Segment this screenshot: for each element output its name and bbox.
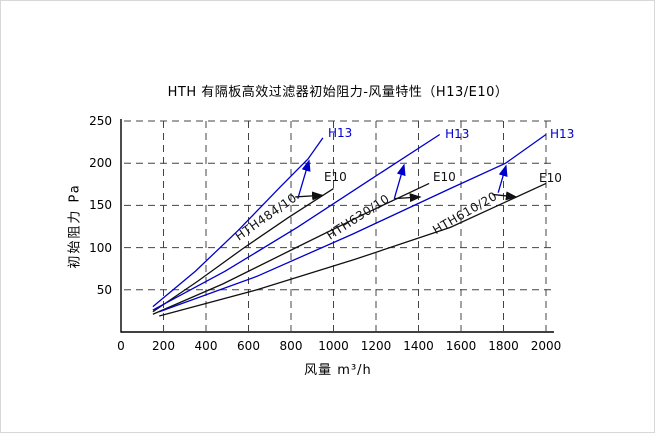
x-tick-label: 1600 <box>445 339 477 353</box>
series-end-label-e10: E10 <box>432 169 456 184</box>
leader-arrow <box>394 193 422 203</box>
leader-arrow <box>497 164 508 193</box>
leader-arrow <box>393 163 406 199</box>
series-end-label-e10: E10 <box>323 169 347 184</box>
leader-arrow <box>295 191 324 201</box>
x-tick-label: 400 <box>194 339 218 353</box>
x-tick-label: 0 <box>117 339 125 353</box>
y-tick-label: 150 <box>89 198 112 213</box>
series-line-e10-3 <box>152 182 430 315</box>
x-tick-label: 600 <box>237 339 260 353</box>
y-tick-label: 200 <box>89 156 112 171</box>
series-line-e10-1 <box>152 187 334 313</box>
series-end-label-h13: H13 <box>550 126 575 141</box>
series-end-label-h13: H13 <box>445 126 470 141</box>
chart-title: HTH 有隔板高效过滤器初始阻力-风量特性（H13/E10） <box>167 85 509 100</box>
x-tick-label: 2000 <box>530 339 562 353</box>
x-tick-label: 1200 <box>360 339 392 353</box>
series-line-e10-5 <box>159 182 547 317</box>
series-end-label-h13: H13 <box>327 125 353 140</box>
x-tick-label: 200 <box>152 339 175 353</box>
axis-frame <box>120 119 554 333</box>
y-tick-label: 250 <box>89 114 112 128</box>
leader-arrow <box>492 191 518 201</box>
y-tick-label: 50 <box>96 282 112 297</box>
x-tick-label: 1400 <box>403 339 434 353</box>
series-line-h13-4 <box>159 133 547 313</box>
series-line-h13-2 <box>152 133 441 311</box>
leader-arrow <box>297 159 311 199</box>
series-line-h13-0 <box>152 137 324 308</box>
series-end-label-e10: E10 <box>538 170 562 185</box>
x-tick-label: 1000 <box>318 339 349 353</box>
y-tick-label: 100 <box>89 240 112 255</box>
x-tick-label: 1800 <box>488 339 519 353</box>
x-axis-title: 风量 m³/h <box>304 363 372 378</box>
x-tick-label: 800 <box>279 339 303 353</box>
